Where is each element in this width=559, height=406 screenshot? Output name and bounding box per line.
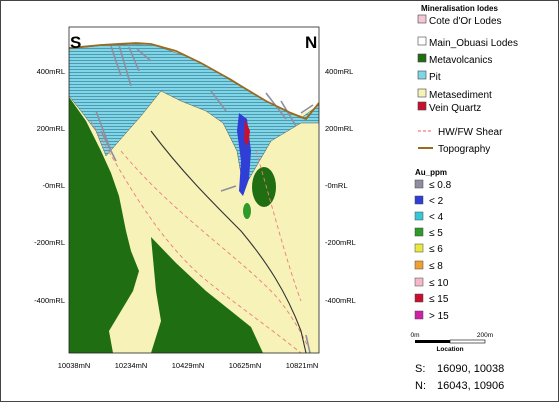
au-legend-title: Au_ppm (415, 168, 447, 177)
legend-swatch-vein-quartz (417, 101, 427, 111)
au-swatch (414, 293, 424, 303)
elev-label-left: -200mRL (34, 238, 65, 247)
elev-label-left: 200mRL (37, 124, 65, 133)
legend-swatch-cote-dor (417, 14, 427, 24)
northing-label: 10429mN (172, 361, 205, 370)
legend-swatch-metavolcanics (417, 53, 427, 63)
location-n-label: N: (415, 380, 426, 392)
legend: Mineralisation lodes Cote d'Or Lodes Mai… (414, 4, 518, 322)
fw-shear-line (120, 150, 312, 353)
northing-label: 10625mN (229, 361, 262, 370)
northing-label: 10234mN (115, 361, 148, 370)
section-area (69, 27, 319, 353)
legend-title: Mineralisation lodes (421, 4, 498, 13)
legend-label: Topography (438, 144, 490, 155)
legend-label: Metavolcanics (429, 55, 492, 66)
elev-label-right: -200mRL (325, 238, 356, 247)
elev-label-right: 400mRL (325, 67, 353, 76)
metavolcanics-lens (252, 167, 276, 207)
au-label: > 15 (429, 311, 449, 322)
au-label: ≤ 10 (429, 278, 449, 289)
au-swatch (414, 179, 424, 189)
metavolcanics-region-2 (151, 237, 263, 353)
scale-caption: Location (436, 346, 463, 353)
scale-end-label: 200m (477, 332, 493, 339)
location-s-label: S: (415, 363, 425, 375)
au-swatch (414, 227, 424, 237)
au-swatch (414, 260, 424, 270)
location-s-value: 16090, 10038 (437, 363, 504, 375)
elev-label-right: -400mRL (325, 296, 356, 305)
au-swatch (414, 195, 424, 205)
au-label: ≤ 0.8 (429, 180, 452, 191)
scale-start-label: 0m (410, 332, 419, 339)
legend-label: Main_Obuasi Lodes (429, 38, 518, 49)
legend-swatch-pit (417, 70, 427, 80)
legend-label: HW/FW Shear (438, 127, 503, 138)
elev-label-right: 200mRL (325, 124, 353, 133)
au-swatch (414, 277, 424, 287)
au-label: ≤ 8 (429, 261, 443, 272)
elev-label-left: -0mRL (42, 181, 65, 190)
au-label: ≤ 6 (429, 244, 443, 255)
au-label: < 2 (429, 196, 444, 207)
au-label: ≤ 5 (429, 228, 443, 239)
au-swatch (414, 243, 424, 253)
scale-bar: 0m 200m Location (410, 332, 493, 353)
au-label: < 4 (429, 212, 444, 223)
topography-line (69, 42, 319, 121)
metavolcanics-region (69, 97, 139, 353)
contact-line (150, 130, 307, 353)
metavolcanics-lens-2 (243, 203, 251, 219)
legend-label: Vein Quartz (429, 103, 481, 114)
vein-quartz (244, 119, 250, 146)
fw-shear-line-2 (255, 150, 302, 302)
section-border (68, 26, 320, 354)
legend-swatch-main-obuasi (417, 36, 427, 46)
location-n-value: 16043, 10906 (437, 380, 504, 392)
au-label: ≤ 15 (429, 294, 449, 305)
northing-label: 10038mN (58, 361, 91, 370)
elev-label-left: -400mRL (34, 296, 65, 305)
elev-label-left: 400mRL (37, 67, 65, 76)
north-label: N (305, 33, 317, 52)
legend-label: Metasediment (429, 90, 492, 101)
elev-label-right: -0mRL (325, 181, 348, 190)
legend-label: Pit (429, 72, 441, 83)
legend-swatch-metasediment (417, 88, 427, 98)
hw-shear-line (90, 120, 302, 353)
au-swatch (414, 310, 424, 320)
legend-label: Cote d'Or Lodes (429, 16, 502, 27)
south-label: S (70, 33, 81, 52)
au-swatch (414, 211, 424, 221)
northing-label: 10821mN (286, 361, 319, 370)
